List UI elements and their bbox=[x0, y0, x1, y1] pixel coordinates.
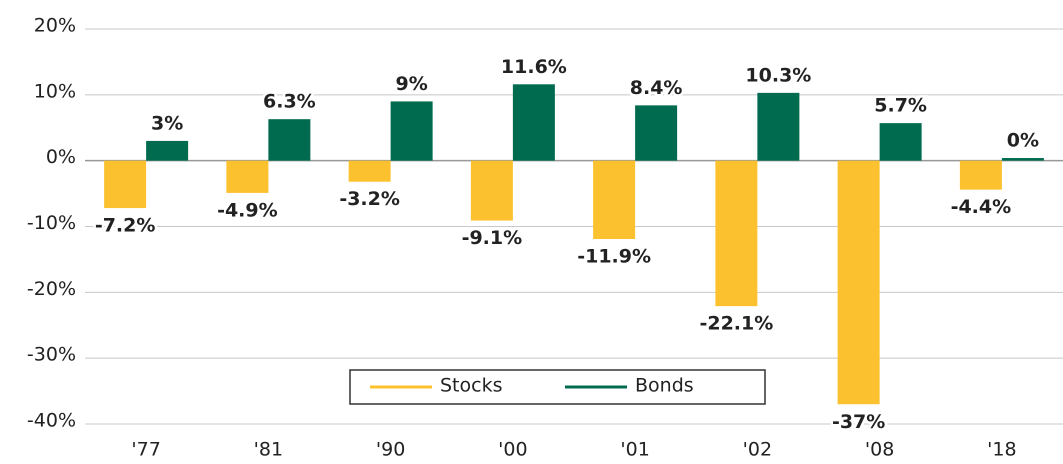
bar bbox=[226, 160, 269, 193]
y-tick-label: -20% bbox=[27, 278, 76, 300]
y-tick-label: 10% bbox=[34, 80, 76, 102]
value-label: 9% bbox=[395, 73, 427, 95]
bar bbox=[348, 160, 391, 182]
y-tick-label: 0% bbox=[46, 146, 76, 168]
value-label: -11.9% bbox=[577, 246, 651, 268]
legend-box bbox=[349, 369, 766, 405]
bar bbox=[593, 160, 636, 240]
value-label: 8.4% bbox=[630, 77, 683, 99]
value-label: -7.2% bbox=[95, 215, 156, 237]
bar bbox=[879, 123, 922, 161]
value-label: -22.1% bbox=[699, 313, 773, 335]
bar bbox=[959, 160, 1002, 190]
bar bbox=[512, 84, 555, 161]
bar bbox=[1001, 158, 1044, 161]
x-tick-label: '02 bbox=[743, 439, 772, 461]
bar bbox=[635, 105, 678, 161]
value-label: 11.6% bbox=[501, 56, 567, 78]
value-label: -4.9% bbox=[217, 199, 278, 221]
x-tick-label: '18 bbox=[987, 439, 1016, 461]
bar bbox=[837, 160, 880, 405]
bar bbox=[757, 92, 800, 161]
bar bbox=[390, 101, 433, 161]
legend-label: Stocks bbox=[440, 375, 502, 397]
value-label: -3.2% bbox=[339, 188, 400, 210]
y-tick-label: -10% bbox=[27, 212, 76, 234]
x-tick-label: '81 bbox=[254, 439, 283, 461]
value-label: 6.3% bbox=[263, 91, 316, 113]
bar bbox=[470, 160, 513, 221]
value-label: -4.4% bbox=[951, 196, 1012, 218]
x-tick-label: '01 bbox=[620, 439, 649, 461]
value-label: 5.7% bbox=[874, 95, 927, 117]
x-tick-label: '00 bbox=[498, 439, 527, 461]
value-label: 10.3% bbox=[745, 64, 811, 86]
bar bbox=[146, 140, 189, 161]
x-tick-label: '08 bbox=[865, 439, 894, 461]
y-tick-label: 20% bbox=[34, 15, 76, 37]
value-label: -37% bbox=[832, 411, 885, 433]
legend-label: Bonds bbox=[635, 375, 694, 397]
x-tick-label: '77 bbox=[131, 439, 160, 461]
value-label: 0% bbox=[1007, 130, 1039, 152]
bar bbox=[715, 160, 758, 307]
y-tick-label: -30% bbox=[27, 344, 76, 366]
bar bbox=[268, 119, 311, 161]
bar bbox=[104, 160, 147, 209]
y-tick-label: -40% bbox=[27, 410, 76, 432]
value-label: -9.1% bbox=[462, 227, 523, 249]
x-tick-label: '90 bbox=[376, 439, 405, 461]
value-label: 3% bbox=[151, 112, 183, 134]
